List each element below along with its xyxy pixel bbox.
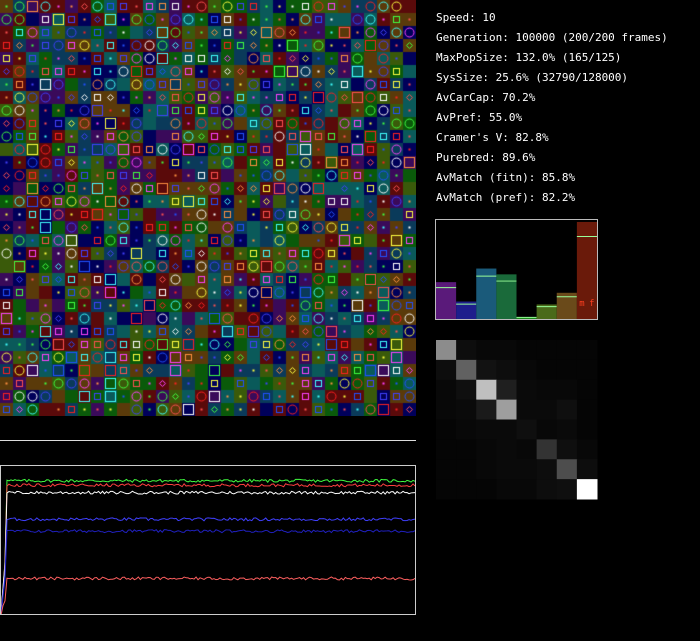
matrix-cell: [436, 439, 457, 460]
matrix-cell: [556, 359, 578, 381]
matrix-cell: [436, 359, 457, 381]
matrix-cell: [476, 439, 497, 460]
matrix-cell: [456, 419, 477, 440]
histogram-bar: [456, 301, 477, 319]
matrix-cell: [516, 399, 538, 420]
histogram-bar: [476, 268, 497, 319]
matrix-cell: [556, 379, 578, 401]
matrix-cell: [496, 399, 517, 420]
stats-panel: Speed: 10 Generation: 100000 (200/200 fr…: [436, 8, 668, 208]
histogram-label-m: m: [579, 299, 584, 309]
matrix-cell: [556, 459, 578, 480]
matrix-cell: [536, 479, 558, 500]
histogram-bar: [576, 221, 597, 319]
matrix-cell: [516, 439, 538, 460]
matrix-cell: [576, 459, 598, 480]
matrix-cell: [516, 479, 538, 500]
history-plot: [0, 465, 416, 615]
stat-av-match-fitn: AvMatch (fitn): 85.8%: [436, 171, 576, 184]
matrix-cell: [556, 439, 578, 460]
matrix-cell: [516, 459, 538, 480]
stat-sys-size: SysSize: 25.6% (32790/128000): [436, 71, 629, 84]
matrix-cell: [516, 419, 538, 440]
histogram-bar: [496, 274, 517, 319]
matrix-cell: [436, 340, 457, 361]
histogram-label-f: f: [589, 299, 594, 309]
matrix-cell: [456, 399, 477, 420]
matrix-cell: [496, 439, 517, 460]
matrix-cell: [576, 399, 598, 420]
matrix-cell: [496, 359, 517, 381]
matrix-cell: [536, 439, 558, 460]
matrix-cell: [456, 459, 477, 480]
matrix-cell: [436, 399, 457, 420]
divider-line: [0, 440, 416, 441]
matrix-cell: [536, 399, 558, 420]
matrix-cell: [576, 439, 598, 460]
matrix-cell: [456, 479, 477, 500]
matrix-cell: [536, 419, 558, 440]
matrix-cell: [436, 379, 457, 401]
matrix-cell: [536, 340, 558, 361]
matrix-cell: [436, 479, 457, 500]
matrix-cell: [476, 340, 497, 361]
matrix-cell: [556, 340, 578, 361]
histogram-bar: [536, 304, 557, 319]
matrix-cell: [536, 459, 558, 480]
matrix-cell: [536, 379, 558, 401]
plot-series-line: [1, 490, 415, 613]
matrix-cell: [556, 399, 578, 420]
stat-speed: Speed: 10: [436, 11, 496, 24]
stat-cramers-v: Cramer's V: 82.8%: [436, 131, 549, 144]
plot-series-line: [1, 528, 415, 614]
matrix-cell: [496, 340, 517, 361]
histogram-bar: [556, 292, 577, 319]
plot-series-line: [1, 517, 415, 614]
stat-purebred: Purebred: 89.6%: [436, 151, 536, 164]
matrix-cell: [476, 479, 497, 500]
matrix-cell: [576, 479, 598, 500]
matrix-cell: [536, 359, 558, 381]
histogram-bar: [436, 282, 457, 319]
matrix-cell: [576, 340, 598, 361]
stat-av-pref: AvPref: 55.0%: [436, 111, 523, 124]
matrix-cell: [516, 379, 538, 401]
population-grid[interactable]: [0, 0, 416, 416]
matrix-cell: [556, 419, 578, 440]
matrix-cell: [476, 359, 497, 381]
matrix-cell: [436, 459, 457, 480]
histogram-bar: [516, 317, 537, 319]
matrix-cell: [496, 459, 517, 480]
matrix-cell: [576, 379, 598, 401]
matrix-cell: [456, 439, 477, 460]
matrix-cell: [476, 399, 497, 420]
matrix-cell: [456, 340, 477, 361]
matrix-cell: [496, 379, 517, 401]
matrix-cell: [556, 479, 578, 500]
plot-series-line: [1, 576, 415, 614]
plot-series-line: [1, 482, 415, 613]
matrix-cell: [476, 459, 497, 480]
stat-av-car-cap: AvCarCap: 70.2%: [436, 91, 536, 104]
matrix-cell: [516, 359, 538, 381]
stat-av-match-pref: AvMatch (pref): 82.2%: [436, 191, 576, 204]
matrix-cell: [496, 419, 517, 440]
matrix-cell: [496, 479, 517, 500]
matrix-cell: [436, 419, 457, 440]
mating-matrix: [435, 339, 598, 500]
stat-generation: Generation: 100000 (200/200 frames): [436, 31, 668, 44]
plot-series-line: [1, 478, 415, 614]
matrix-cell: [476, 379, 497, 401]
matrix-cell: [516, 340, 538, 361]
matrix-cell: [576, 419, 598, 440]
stat-max-pop-size: MaxPopSize: 132.0% (165/125): [436, 51, 622, 64]
matrix-cell: [576, 359, 598, 381]
matrix-cell: [476, 419, 497, 440]
matrix-cell: [456, 359, 477, 381]
matrix-cell: [456, 379, 477, 401]
